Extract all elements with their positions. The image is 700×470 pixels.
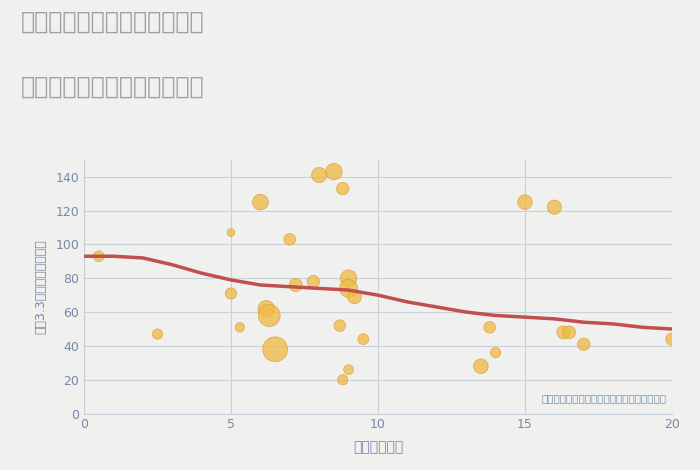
Point bbox=[484, 323, 496, 331]
X-axis label: 駅距離（分）: 駅距離（分） bbox=[353, 440, 403, 454]
Point bbox=[264, 312, 275, 319]
Text: 奈良県奈良市四条大路南町の: 奈良県奈良市四条大路南町の bbox=[21, 9, 204, 33]
Text: 円の大きさは、取引のあった物件面積を示す: 円の大きさは、取引のあった物件面積を示す bbox=[541, 393, 666, 403]
Point bbox=[328, 168, 339, 175]
Point bbox=[578, 340, 589, 348]
Point bbox=[475, 362, 486, 370]
Point bbox=[672, 339, 683, 346]
Point bbox=[490, 349, 501, 356]
Point bbox=[308, 278, 319, 285]
Point bbox=[334, 322, 345, 329]
Point bbox=[558, 329, 569, 336]
Point bbox=[358, 336, 369, 343]
Point bbox=[343, 366, 354, 373]
Point bbox=[519, 198, 531, 206]
Point bbox=[549, 204, 560, 211]
Point bbox=[234, 323, 246, 331]
Point bbox=[343, 274, 354, 282]
Point bbox=[255, 198, 266, 206]
Y-axis label: 坪（3.3㎡）単価（万円）: 坪（3.3㎡）単価（万円） bbox=[34, 239, 47, 334]
Point bbox=[270, 345, 281, 353]
Point bbox=[93, 252, 104, 260]
Point bbox=[284, 235, 295, 243]
Point bbox=[225, 229, 237, 236]
Point bbox=[666, 336, 678, 343]
Point bbox=[290, 281, 301, 289]
Point bbox=[260, 305, 272, 313]
Text: 駅距離別中古マンション価格: 駅距離別中古マンション価格 bbox=[21, 75, 204, 99]
Point bbox=[337, 376, 349, 384]
Point bbox=[337, 185, 349, 192]
Point bbox=[225, 290, 237, 297]
Point bbox=[564, 329, 575, 336]
Point bbox=[314, 171, 325, 179]
Point bbox=[343, 285, 354, 292]
Point bbox=[349, 293, 360, 301]
Point bbox=[152, 330, 163, 338]
